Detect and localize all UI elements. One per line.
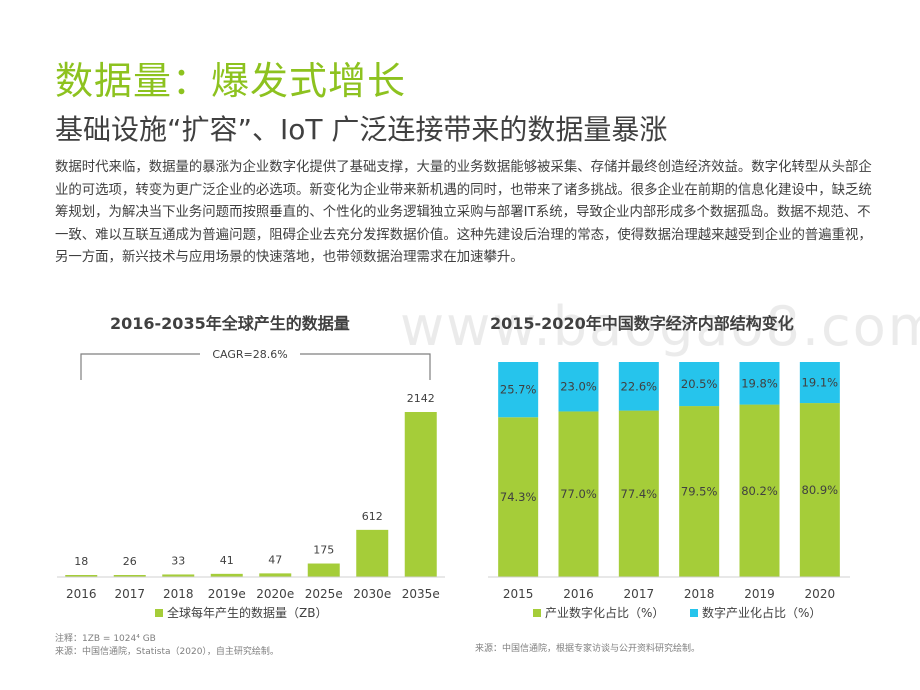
bar-digital-industrialization-2017 [618,362,659,411]
bar-industrial-digitalization-2016 [558,411,599,577]
x-tick-2030e: 2030e [353,587,391,601]
x-tick-2019e: 2019e [208,587,246,601]
data-label-2018: 33 [171,554,185,567]
bar-2016 [65,575,98,577]
x-tick-2018: 2018 [684,587,715,601]
legend-swatch-digital [690,609,698,617]
left-notes: 注释：1ZB = 1024⁴ GB 来源：中国信通院，Statista（2020… [55,633,279,659]
right-notes: 来源：中国信通院，根据专家访谈与公开资料研究绘制。 [475,643,700,656]
x-tick-2019: 2019 [744,587,775,601]
x-tick-2035e: 2035e [402,587,440,601]
bar-digital-industrialization-2015 [498,362,539,418]
x-tick-2025e: 2025e [305,587,343,601]
intro-paragraph: 数据时代来临，数据量的暴涨为企业数字化提供了基础支撑，大量的业务数据能够被采集、… [55,160,872,265]
data-label-2035e: 2142 [407,392,435,405]
data-label-industrial-2018: 79.5% [681,485,718,499]
left-chart-title: 2016-2035年全球产生的数据量 [110,314,350,333]
legend-label-digital: 数字产业化占比（%） [702,605,821,620]
right-chart-title: 2015-2020年中国数字经济内部结构变化 [490,314,794,333]
data-label-industrial-2016: 77.0% [560,487,597,501]
data-label-digital-2017: 22.6% [621,379,658,393]
data-label-digital-2018: 20.5% [681,377,718,391]
data-label-industrial-2019: 80.2% [741,484,778,498]
page-title: 数据量：爆发式增长 [55,59,407,103]
x-tick-2018: 2018 [163,587,194,601]
data-label-digital-2015: 25.7% [500,383,537,397]
data-label-digital-2020: 19.1% [802,376,839,390]
bar-industrial-digitalization-2015 [498,417,539,577]
x-tick-2020: 2020 [805,587,836,601]
bar-2020e [259,573,292,577]
data-label-2017: 26 [123,555,137,568]
data-label-2030e: 612 [362,510,383,523]
cagr-label-bg [200,346,300,362]
unit-note: 注释：1ZB = 1024⁴ GB [55,634,156,644]
data-label-2016: 18 [74,555,88,568]
x-tick-2017: 2017 [114,587,145,601]
bar-2030e [356,529,389,577]
page-subtitle: 基础设施“扩容”、IoT 广泛连接带来的数据量暴涨 [55,113,668,146]
data-label-2025e: 175 [313,544,334,557]
bar-digital-industrialization-2016 [558,362,599,412]
data-label-digital-2019: 19.8% [741,376,778,390]
left-source: 来源：中国信通院，Statista（2020），自主研究绘制。 [55,647,279,657]
x-tick-2020e: 2020e [256,587,294,601]
data-label-industrial-2020: 80.9% [802,483,839,497]
bar-2017 [113,574,146,577]
right-source: 来源：中国信通院，根据专家访谈与公开资料研究绘制。 [475,644,701,654]
x-tick-2017: 2017 [624,587,655,601]
data-label-2019e: 41 [220,554,234,567]
bar-industrial-digitalization-2018 [679,406,720,577]
bar-digital-industrialization-2020 [799,362,840,404]
bar-industrial-digitalization-2020 [799,403,840,577]
bar-digital-industrialization-2019 [739,362,780,405]
data-label-industrial-2015: 74.3% [500,490,537,504]
legend-label-industrial: 产业数字化占比（%） [545,605,664,620]
cagr-annotation: CAGR=28.6% [212,348,287,361]
bar-industrial-digitalization-2017 [618,410,659,577]
watermark: www.baogao8.com [400,295,920,358]
bar-industrial-digitalization-2019 [739,404,780,577]
bar-2035e [404,412,437,577]
x-tick-2015: 2015 [503,587,534,601]
data-label-digital-2016: 23.0% [560,380,597,394]
legend-swatch-data-volume [155,609,163,617]
bar-2019e [210,573,243,577]
bar-2018 [162,574,195,577]
data-label-2020e: 47 [268,553,282,566]
bar-digital-industrialization-2018 [679,362,720,407]
x-tick-2016: 2016 [66,587,97,601]
legend-label-data-volume: 全球每年产生的数据量（ZB） [167,605,327,620]
data-label-industrial-2017: 77.4% [621,487,658,501]
legend-swatch-industrial [533,609,541,617]
bar-2025e [307,563,340,577]
x-tick-2016: 2016 [563,587,594,601]
